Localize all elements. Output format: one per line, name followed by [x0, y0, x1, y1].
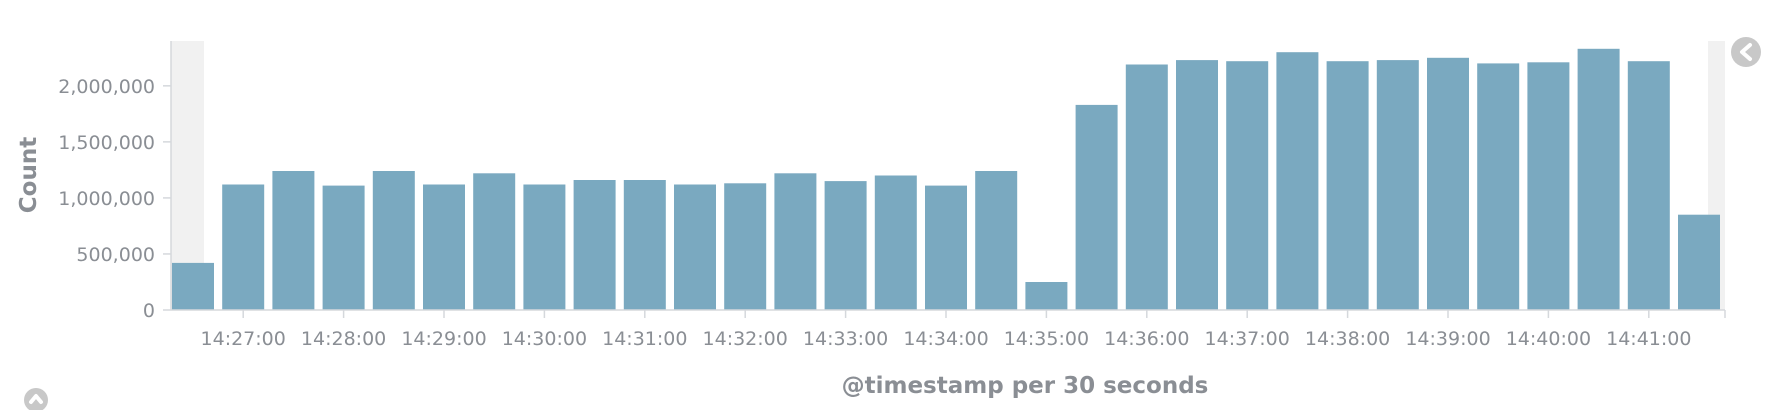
bar[interactable]: 14:33:30	[874, 175, 917, 311]
bar[interactable]: 14:36:00	[1125, 64, 1168, 311]
bar[interactable]: 14:38:00	[1326, 61, 1369, 311]
bar[interactable]: 14:31:00	[623, 180, 666, 310]
chevron-left-icon	[1740, 43, 1752, 61]
y-ticks: 0 500,000 1,000,000 1,500,000 2,000,000	[58, 76, 171, 322]
x-tick-label: 14:39:00	[1405, 328, 1490, 350]
x-tick-label: 14:27:00	[201, 328, 286, 350]
bar[interactable]: 14:39:00	[1427, 57, 1469, 310]
bar[interactable]: 14:34:30	[975, 171, 1018, 310]
x-tick-label: 14:30:00	[502, 328, 587, 350]
bar[interactable]: 14:28:00	[322, 185, 365, 310]
bar[interactable]: 14:31:30	[674, 184, 716, 311]
bars: 14:26:3014:27:0014:27:3014:28:0014:28:30…	[172, 48, 1720, 311]
chevron-up-icon	[29, 394, 43, 404]
bar[interactable]: 14:27:30	[272, 171, 315, 310]
bar[interactable]: 14:37:30	[1276, 52, 1319, 310]
bar[interactable]: 14:41:00	[1627, 61, 1670, 311]
bar[interactable]: 14:28:30	[372, 171, 415, 310]
bar[interactable]: 14:37:00	[1226, 61, 1269, 311]
x-tick-label: 14:41:00	[1606, 328, 1691, 350]
bar[interactable]: 14:39:30	[1477, 63, 1520, 311]
bar[interactable]: 14:30:30	[573, 180, 616, 310]
x-tick-label: 14:33:00	[803, 328, 888, 350]
bar[interactable]: 14:41:30	[1678, 214, 1720, 310]
x-tick-label: 14:28:00	[301, 328, 386, 350]
bar[interactable]: 14:29:00	[423, 184, 465, 311]
bar[interactable]: 14:29:30	[473, 173, 516, 310]
bar[interactable]: 14:27:00	[222, 184, 265, 311]
bar[interactable]: 14:35:30	[1075, 104, 1118, 311]
bar[interactable]: 14:35:00	[1025, 282, 1068, 310]
bar[interactable]: 14:40:30	[1577, 48, 1620, 311]
x-axis-title: @timestamp per 30 seconds	[842, 373, 1209, 399]
bar[interactable]: 14:26:30	[172, 262, 214, 310]
x-tick-label: 14:32:00	[703, 328, 788, 350]
bar[interactable]: 14:36:30	[1176, 60, 1218, 310]
bar[interactable]: 14:33:00	[824, 181, 867, 310]
bar[interactable]: 14:34:00	[925, 185, 967, 310]
x-tick-label: 14:36:00	[1104, 328, 1189, 350]
bar[interactable]: 14:40:00	[1527, 62, 1570, 310]
bar[interactable]: 14:38:30	[1376, 60, 1419, 310]
y-tick-label: 1,500,000	[58, 132, 155, 154]
toggle-panel-button[interactable]	[24, 388, 48, 410]
y-tick-label: 1,000,000	[58, 188, 155, 210]
x-ticks: 14:27:00 14:28:00 14:29:00 14:30:00 14:31:00…	[201, 310, 1691, 350]
collapse-chart-button[interactable]	[1731, 37, 1761, 67]
y-tick-label: 2,000,000	[58, 76, 155, 98]
x-tick-label: 14:29:00	[401, 328, 486, 350]
x-tick-label: 14:34:00	[903, 328, 988, 350]
x-tick-label: 14:35:00	[1004, 328, 1089, 350]
collapse-chart-button-bg	[1731, 37, 1761, 67]
bar[interactable]: 14:30:00	[523, 184, 566, 311]
y-axis-title: Count	[16, 137, 42, 213]
x-tick-label: 14:31:00	[602, 328, 687, 350]
x-tick-label: 14:37:00	[1205, 328, 1290, 350]
x-tick-label: 14:40:00	[1506, 328, 1591, 350]
x-tick-label: 14:38:00	[1305, 328, 1390, 350]
bar[interactable]: 14:32:00	[724, 183, 767, 310]
y-tick-label: 0	[143, 300, 155, 322]
y-tick-label: 500,000	[76, 244, 155, 266]
bar[interactable]: 14:32:30	[774, 173, 817, 310]
